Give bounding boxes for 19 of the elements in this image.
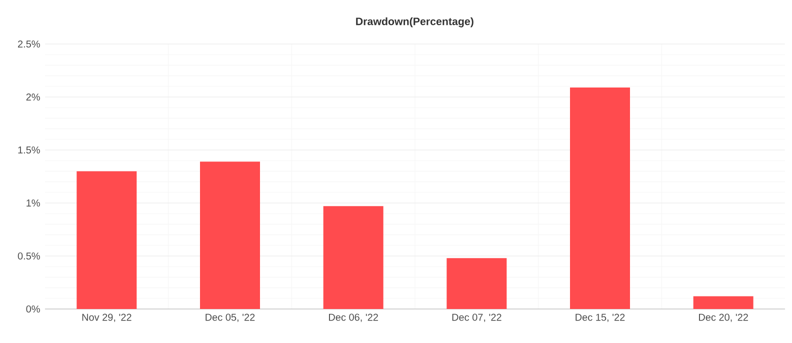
x-tick-label: Dec 20, '22 [699,314,748,322]
bar [570,87,630,309]
y-tick-label: 2.5% [18,40,40,48]
bar [76,171,137,309]
x-tick-label: Nov 29, '22 [82,314,132,322]
y-tick-label: 1% [26,200,40,207]
x-tick-label: Dec 05, '22 [206,314,255,322]
x-tick-label: Dec 07, '22 [452,314,502,322]
y-tick-label: 1.5% [18,146,40,154]
y-tick-label: 0.5% [18,252,40,260]
y-tick-label: 0% [26,305,40,313]
bar [693,296,754,309]
x-tick-label: Dec 06, '22 [329,314,378,322]
y-tick-label: 2% [26,93,40,101]
bar [200,162,260,309]
bar [323,206,384,309]
chart-title: Drawdown(Percentage) [356,17,474,28]
bar [446,258,507,309]
x-tick-label: Dec 15, '22 [576,314,625,322]
